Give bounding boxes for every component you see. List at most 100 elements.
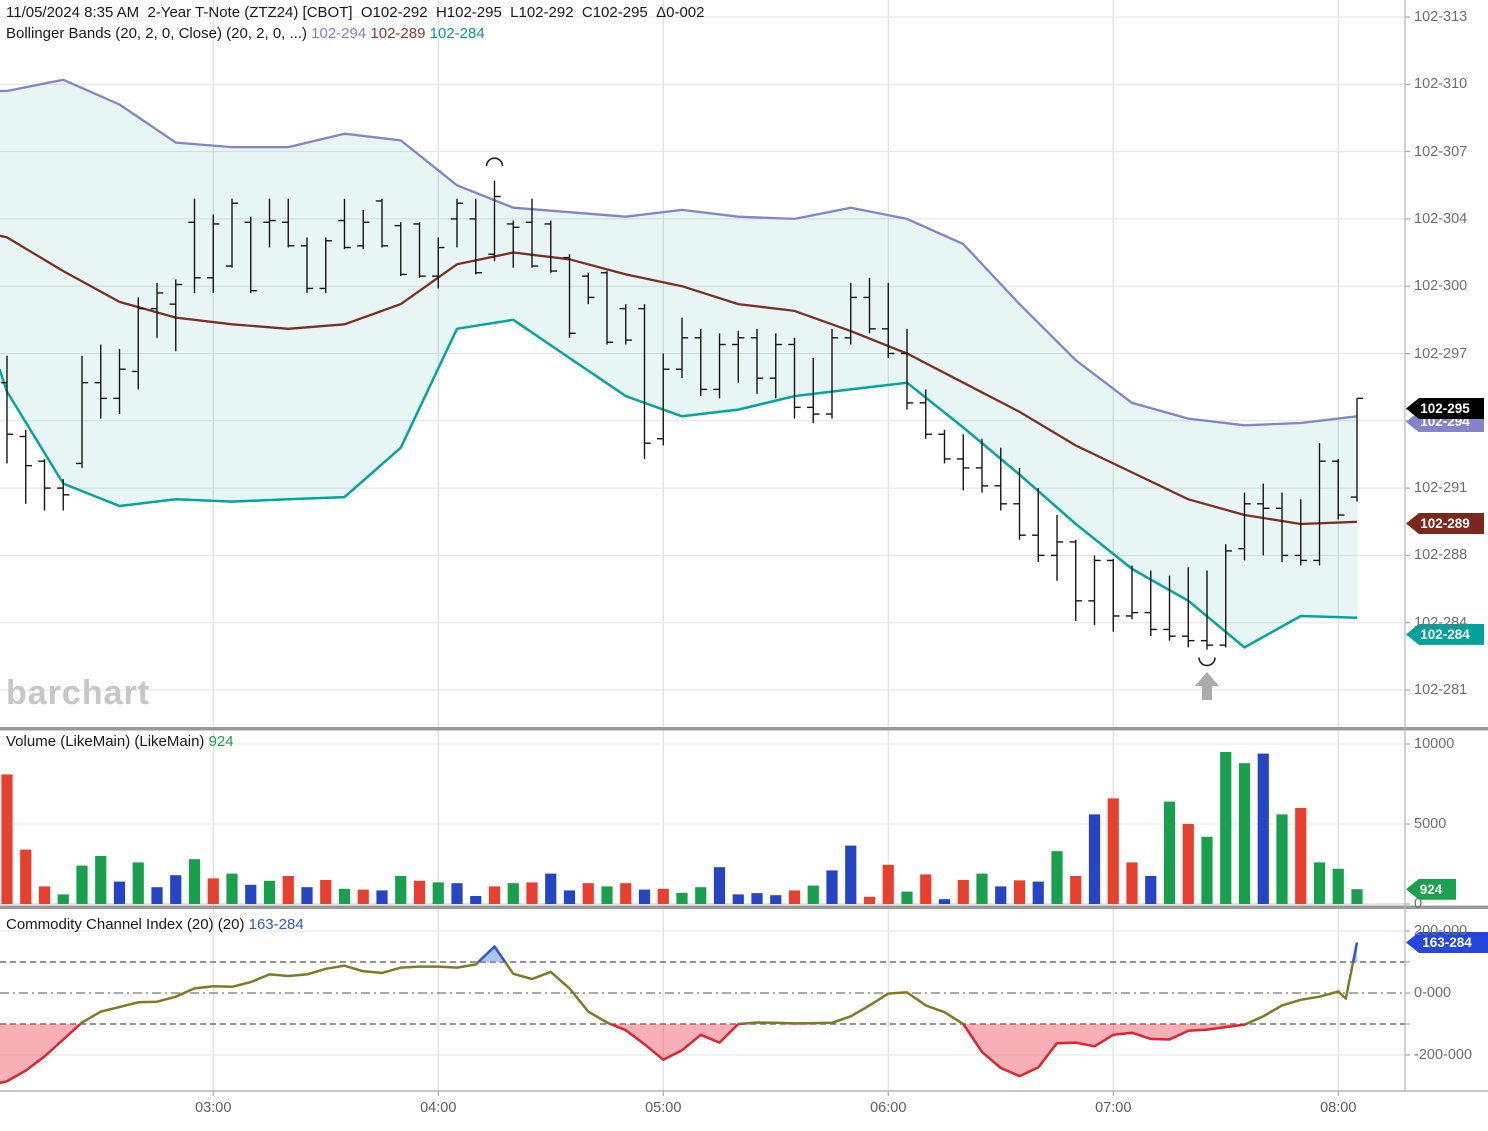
price-bar: [282, 198, 295, 248]
price-bar: [1107, 558, 1120, 632]
price-bar: [694, 328, 707, 397]
price-bar: [919, 389, 932, 439]
volume-bar: [451, 883, 463, 904]
price-bar: [75, 355, 89, 468]
volume-bar: [376, 890, 388, 904]
volume-bar: [1351, 889, 1363, 904]
price-bar: [244, 216, 257, 293]
price-bar: [357, 209, 370, 250]
volume-bar: [1332, 868, 1344, 904]
cci-oversold-fill: [0, 1024, 1357, 1083]
price-bar: [300, 237, 314, 293]
volume-bar: [1276, 814, 1288, 904]
price-bar: [338, 198, 351, 250]
volume-bar: [1257, 753, 1269, 904]
volume-bar: [638, 889, 651, 904]
price-bar: [207, 214, 220, 293]
volume-bar: [826, 870, 838, 904]
price-bar: [1275, 492, 1289, 563]
price-bar: [1125, 565, 1139, 620]
volume-bar: [132, 862, 144, 904]
volume-bar: [76, 865, 88, 904]
price-bar: [169, 279, 182, 352]
volume-bar: [1088, 814, 1101, 904]
price-bar: [1294, 499, 1307, 566]
panel-separator[interactable]: [0, 905, 1488, 910]
volume-bar: [320, 880, 332, 904]
cci-overbought-fill: [0, 942, 1357, 962]
volume-bar: [732, 894, 744, 904]
price-bar: [938, 429, 951, 464]
volume-bar: [976, 873, 988, 904]
price-bar: [1013, 467, 1026, 540]
price-bar: [1200, 570, 1214, 650]
main-price-panel: [0, 78, 1364, 701]
price-bar: [844, 282, 857, 345]
volume-bar: [1238, 763, 1251, 904]
price-bar: [863, 277, 876, 334]
price-bar: [769, 333, 782, 399]
volume-bar: [676, 892, 688, 904]
volume-bar: [95, 856, 107, 904]
price-bar: [994, 447, 1007, 511]
volume-bar: [282, 876, 294, 904]
price-bar: [638, 304, 651, 459]
cci-line: [0, 1024, 1249, 1085]
volume-bar: [113, 881, 126, 904]
volume-bar: [807, 885, 819, 904]
price-bar: [1032, 488, 1045, 563]
volume-bar: [1070, 876, 1082, 904]
volume-bar: [920, 874, 932, 904]
price-bar: [1088, 555, 1101, 625]
price-bar: [1350, 397, 1364, 502]
volume-bar: [563, 890, 576, 904]
volume-bar: [1107, 798, 1119, 904]
volume-bar: [863, 896, 876, 904]
price-bar: [544, 220, 557, 273]
volume-bar: [751, 893, 763, 904]
volume-bar: [207, 878, 219, 904]
volume-bar: [957, 880, 969, 904]
volume-bar: [1145, 876, 1157, 904]
price-bar: [113, 349, 126, 415]
volume-bar: [263, 880, 276, 904]
price-bar: [807, 357, 820, 424]
price-bar: [732, 331, 745, 383]
price-bar: [675, 317, 689, 379]
cci-line: [476, 942, 1359, 962]
volume-bar: [338, 888, 351, 904]
price-bar: [450, 198, 464, 248]
candle-pattern-arc-icon: [485, 157, 504, 167]
volume-bar: [657, 888, 669, 904]
panel-separator[interactable]: [0, 727, 1488, 731]
volume-bar: [226, 873, 238, 904]
price-bar: [57, 479, 70, 511]
volume-bar: [1201, 836, 1213, 904]
volume-bar: [601, 886, 613, 904]
bollinger-upper-band-line: [0, 78, 1358, 427]
price-bar: [507, 220, 520, 268]
price-bar: [1144, 570, 1157, 637]
volume-bar: [1163, 801, 1176, 904]
volume-bar: [413, 880, 426, 904]
price-bar: [413, 222, 426, 278]
price-bar: [900, 328, 914, 410]
price-bar: [713, 333, 726, 399]
price-bar: [38, 458, 51, 511]
volume-bar: [188, 859, 201, 904]
price-bar: [19, 429, 32, 504]
volume-bar: [470, 896, 482, 904]
price-bar: [1050, 515, 1064, 581]
price-bar: [432, 237, 445, 289]
price-bar: [600, 271, 614, 345]
volume-bar: [1182, 824, 1194, 904]
volume-bar: [695, 887, 707, 904]
price-bar: [882, 282, 895, 358]
price-bar: [469, 198, 482, 275]
price-bar: [525, 198, 539, 268]
price-bar: [657, 353, 670, 446]
price-bar: [1219, 544, 1232, 648]
price-bar: [94, 344, 107, 419]
volume-bar: [170, 875, 182, 904]
